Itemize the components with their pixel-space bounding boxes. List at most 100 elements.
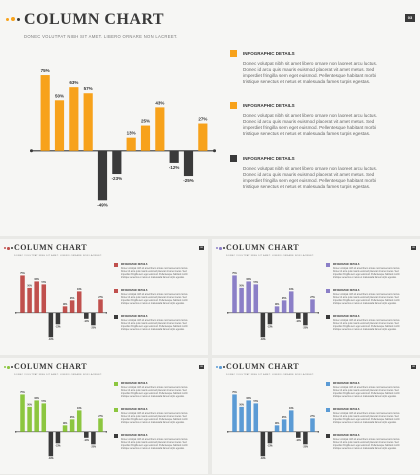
chart-bar [69,419,75,432]
bar-data-label: -49% [260,457,265,460]
info-heading: INFOGRAPHIC DETAILS [333,408,360,411]
square-icon [326,434,330,438]
chart-bar [239,406,244,432]
chart-bar [288,291,294,313]
chart-bar [48,431,54,457]
chart-bar [20,394,25,432]
dot-accent [11,17,15,21]
info-heading: INFOGRAPHIC DETAILS [121,289,148,292]
info-body: Donec volutpat nibh sit amet libero orna… [333,413,401,424]
info-heading: INFOGRAPHIC DETAILS [243,103,295,108]
chart-bar [310,299,315,313]
title-dots [4,247,14,250]
bar-data-label: 50% [239,285,243,287]
chart-bar [260,431,266,457]
title-dots [216,247,226,250]
square-icon [114,382,118,386]
square-icon [326,408,330,412]
bar-data-label: 63% [69,80,78,85]
info-body: Donec volutpat nibh sit amet libero orna… [333,320,401,331]
bar-data-label: 27% [310,416,314,418]
info-heading: INFOGRAPHIC DETAILS [121,434,148,437]
chart-bar [198,123,208,151]
title-dot [216,247,218,250]
chart-bar [34,281,39,313]
title-dot [10,366,13,369]
chart-bar [91,431,96,445]
title-dot [216,366,218,369]
chart-bar [40,75,50,151]
axis-end-dot [317,312,319,314]
chart-bar [303,431,308,445]
axis-start-dot [30,149,33,153]
bar-data-label: 43% [289,288,293,291]
chart-bar [274,306,280,313]
bar-data-label: 75% [41,68,50,73]
chart-bar [98,418,103,432]
axis-end-dot [213,149,216,153]
info-body: Donec volutpat nibh sit amet libero orna… [121,268,189,279]
main-slide: COLUMN CHART DONEC VOLUTPAT NIBH SIT AME… [0,0,420,236]
variant-subtitle: DONEC VOLUTPAT NIBH SIT AMET. LIBERO ORN… [226,374,315,376]
info-heading: INFOGRAPHIC DETAILS [333,289,360,292]
bar-data-label: -12% [84,321,89,323]
axis-start-dot [15,312,17,314]
bar-data-label: 63% [34,398,38,400]
chart-bar [62,306,68,313]
bar-data-label: 43% [77,407,81,410]
square-icon [114,263,118,267]
info-heading: INFOGRAPHIC DETAILS [333,315,360,318]
variant-slide-blue[interactable]: COLUMN CHART DONEC VOLUTPAT NIBH SIT AMET… [212,358,420,474]
square-icon [114,434,118,438]
title-dot [219,247,222,250]
bar-data-label: -23% [267,326,272,328]
variant-slide-green[interactable]: COLUMN CHART DONEC VOLUTPAT NIBH SIT AMET… [0,358,208,474]
variant-slide-red[interactable]: COLUMN CHART DONEC VOLUTPAT NIBH SIT AMET… [0,239,208,355]
bar-data-label: 13% [275,423,279,425]
variant-subtitle: DONEC VOLUTPAT NIBH SIT AMET. LIBERO ORN… [14,374,103,376]
chart-bar [76,291,82,313]
bar-data-label: -23% [55,445,60,447]
square-icon [230,50,237,57]
chart-bar [253,403,259,432]
chart-bar [296,312,301,319]
bar-data-label: -25% [303,446,308,448]
chart-bar [55,431,61,444]
variant-title: COLUMN CHART [226,243,300,252]
chart-bar [303,312,308,326]
chart-bar [155,107,165,151]
bar-data-label: 57% [254,282,258,284]
bar-data-label: -12% [169,165,180,170]
info-body: Donec volutpat nibh sit amet libero orna… [121,413,189,424]
bar-data-label: 43% [155,100,164,105]
square-icon [326,382,330,386]
chart-bar [20,275,25,313]
chart-bar [55,312,61,325]
slide-number: 03 [411,246,416,250]
bar-data-label: 27% [98,416,102,418]
bar-data-label: -49% [260,338,265,341]
slide-number: 03 [199,365,204,369]
dot-accent [6,17,9,21]
info-heading: INFOGRAPHIC DETAILS [121,315,148,318]
bar-data-label: -25% [303,327,308,329]
square-icon [326,315,330,319]
chart-bar [62,425,68,432]
title-dot [222,247,225,250]
chart-bar [296,431,301,438]
variant-title: COLUMN CHART [226,362,300,371]
info-body: Donec volutpat nibh sit amet libero orna… [333,268,401,279]
slide-number: 03 [405,14,415,22]
info-heading: INFOGRAPHIC DETAILS [333,382,360,385]
info-body: Donec volutpat nibh sit amet libero orna… [333,387,401,398]
bar-data-label: 57% [42,282,46,284]
chart-bar [246,281,251,313]
square-icon [326,289,330,293]
bar-data-label: 75% [20,273,24,275]
variant-slide-purple[interactable]: COLUMN CHART DONEC VOLUTPAT NIBH SIT AMET… [212,239,420,355]
axis-end-dot [105,312,107,314]
variant-title: COLUMN CHART [14,243,88,252]
bar-data-label: 25% [70,298,74,300]
bar-data-label: 25% [282,298,286,300]
axis-end-dot [105,431,107,433]
